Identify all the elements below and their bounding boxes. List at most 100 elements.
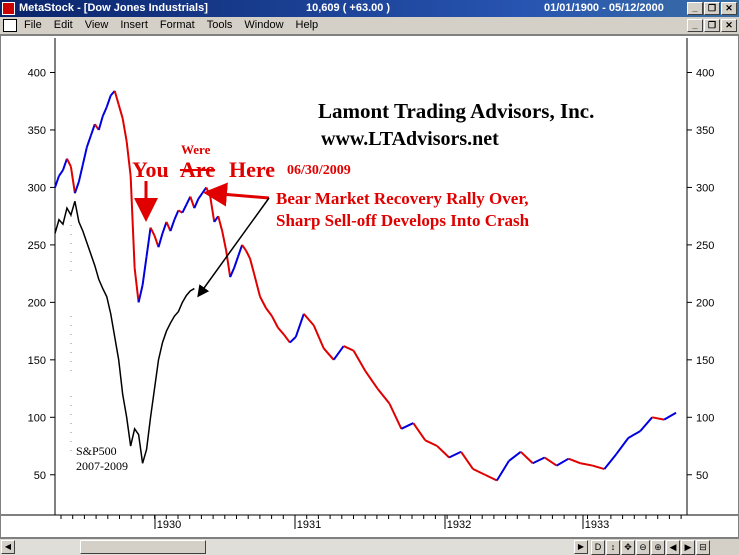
djia-segment [376,387,391,405]
toolstrip-button-2[interactable]: ✥ [621,540,635,555]
menu-help[interactable]: Help [295,19,319,31]
y-tick-label-right: 250 [696,240,714,252]
djia-segment [271,315,279,329]
djia-segment [153,235,160,248]
djia-segment [81,146,88,165]
x-tick-label: 1932 [447,519,471,531]
scroll-right-arrow-icon[interactable]: ▶ [574,540,588,554]
price-chart[interactable]: 50 50 100 100 150 150 200 200 250 250 300 300 350 350… [1,36,738,537]
djia-segment [233,256,240,269]
menu-bar: File Edit View Insert Format Tools Window Help … [0,17,739,35]
djia-segment [89,123,96,137]
menu-view[interactable]: View [84,19,109,31]
djia-segment [221,230,228,251]
djia-segment [289,336,297,344]
menu-file[interactable]: File [24,19,42,31]
close-button[interactable]: ✕ [721,2,737,15]
djia-segment [137,284,144,303]
y-tick-label-left: 150 [28,355,46,367]
left-arrow-icon [203,182,270,207]
toolstrip-button-0[interactable]: D [591,540,605,555]
toolstrip-button-6[interactable]: ▶ [681,540,695,555]
y-tick-label-right: 50 [696,470,708,482]
djia-segment [603,453,618,470]
menu-window[interactable]: Window [244,19,284,31]
x-tick-label: 1933 [585,519,609,531]
djia-segment [322,347,335,361]
are-label: Are [180,157,216,182]
restore-button[interactable]: ❐ [704,2,720,15]
djia-segment [193,198,200,209]
djia-segment [253,273,261,297]
djia-segment [532,456,546,465]
djia-segment [484,473,498,482]
menu-insert[interactable]: Insert [120,19,148,31]
website-label: www.LTAdvisors.net [321,128,499,150]
doc-minimize-button[interactable]: _ [687,19,703,32]
djia-segment [121,118,128,142]
djia-segment [101,106,108,117]
diagonal-arrow-icon [197,197,270,298]
djia-segment [85,135,92,148]
doc-restore-button[interactable]: ❐ [704,19,720,32]
y-tick-label-left: 200 [28,297,46,309]
djia-segment [651,416,665,421]
djia-segment [277,326,285,336]
djia-segment [165,221,172,232]
toolstrip-button-4[interactable]: ⊕ [651,540,665,555]
window-title: MetaStock - [Dow Jones Industrials] [19,2,208,14]
djia-segment [117,104,124,119]
djia-segment [73,181,80,194]
menu-tools[interactable]: Tools [206,19,233,31]
djia-segment [133,267,140,303]
y-tick-label-right: 100 [696,412,714,424]
y-tick-label-left: 50 [34,470,46,482]
djia-segment [149,227,156,237]
chart-area[interactable]: 50 50 100 100 150 150 200 200 250 250 300 300 350 350… [0,35,739,538]
djia-segment [343,345,355,352]
menu-edit[interactable]: Edit [53,19,73,31]
djia-segment [249,258,256,274]
djia-segment [663,411,677,421]
were-label: Were [181,142,211,157]
djia-segment [388,403,403,430]
djia-segment [54,175,60,188]
djia-segment [225,250,232,278]
scroll-thumb[interactable] [80,540,206,554]
djia-segment [66,158,72,168]
djia-segment [169,219,176,232]
doc-close-button[interactable]: ✕ [721,19,737,32]
djia-segment [448,450,462,459]
scroll-left-arrow-icon[interactable]: ◀ [1,540,15,554]
x-tick-label: 1931 [297,519,321,531]
y-tick-label-right: 150 [696,355,714,367]
djia-segment [141,256,148,286]
menu-format[interactable]: Format [159,19,195,31]
toolstrip-button-5[interactable]: ◀ [666,540,680,555]
djia-segment [544,456,558,467]
djia-segment [237,244,244,257]
djia-segment [245,250,251,260]
date-range-readout: 01/01/1900 - 05/12/2000 [544,2,664,14]
date-annotation: 06/30/2009 [287,163,351,178]
metastock-app-icon[interactable] [2,2,15,15]
y-tick-label-right: 350 [696,125,714,137]
djia-segment [303,313,315,327]
company-name: Lamont Trading Advisors, Inc. [318,99,595,123]
y-tick-label-left: 100 [28,412,46,424]
toolstrip-button-3[interactable]: ⊖ [636,540,650,555]
last-value-readout: 10,609 ( +63.00 ) [306,2,391,14]
minimize-button[interactable]: _ [687,2,703,15]
djia-segment [265,307,273,317]
djia-segment [105,95,112,108]
djia-segment [69,166,76,194]
horizontal-scrollbar[interactable]: ◀ ▶ [0,538,590,555]
toolstrip-button-1[interactable]: ↕ [606,540,620,555]
sp500-line [54,201,195,464]
djia-segment [294,313,305,338]
sp500-label: S&P500 [76,444,117,458]
document-icon[interactable] [3,19,17,32]
sp500-years: 2007-2009 [76,459,128,473]
djia-segment [400,422,414,430]
toolstrip-button-7[interactable]: ⊟ [696,540,710,555]
